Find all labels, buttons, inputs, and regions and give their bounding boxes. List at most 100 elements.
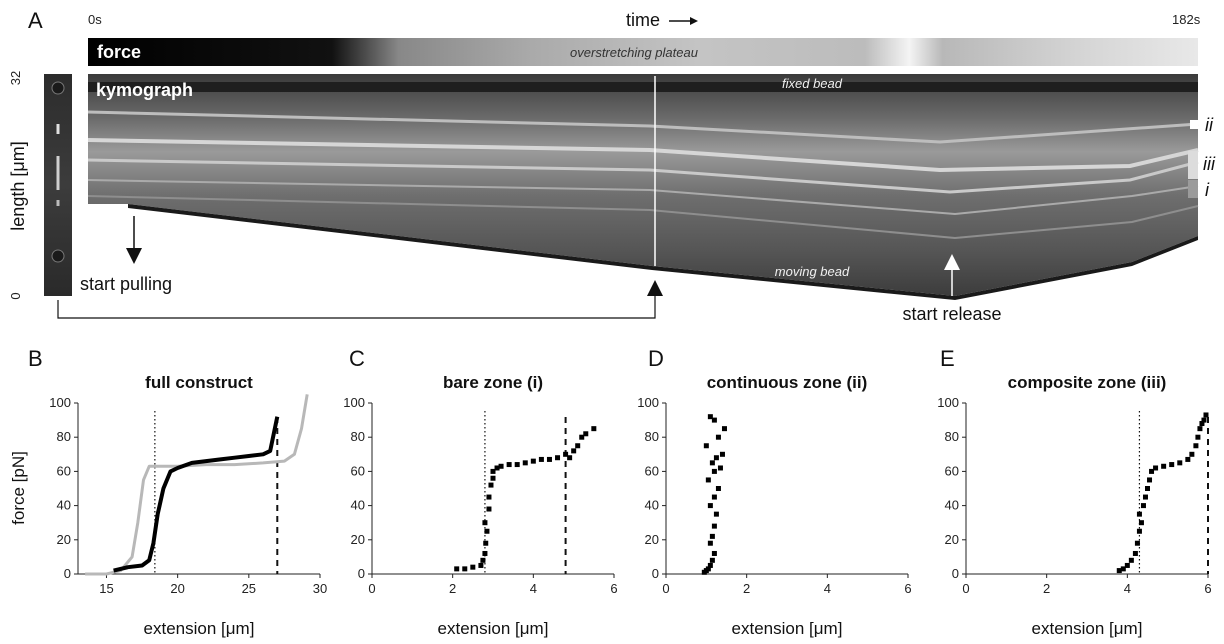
data-point bbox=[490, 468, 496, 474]
x-axis-label: extension [μm] bbox=[144, 619, 255, 638]
x-tick-label: 2 bbox=[743, 581, 750, 596]
data-point bbox=[707, 503, 713, 509]
data-point bbox=[717, 465, 723, 471]
time-axis-label: time bbox=[626, 10, 660, 30]
x-axis-label: extension [μm] bbox=[732, 619, 843, 638]
x-tick-label: 15 bbox=[99, 581, 113, 596]
panel-letter-c: C bbox=[349, 346, 365, 371]
zone-i-label: i bbox=[1205, 180, 1210, 200]
data-point bbox=[1136, 528, 1142, 534]
data-point bbox=[522, 460, 528, 466]
zone-i-marker bbox=[1188, 180, 1198, 198]
x-tick-label: 4 bbox=[1124, 581, 1131, 596]
y-tick-label: 0 bbox=[952, 566, 959, 581]
fixed-bead-label: fixed bead bbox=[782, 76, 843, 91]
data-point bbox=[486, 494, 492, 500]
data-point bbox=[1195, 434, 1201, 440]
y-tick-label: 80 bbox=[645, 429, 659, 444]
data-point bbox=[538, 456, 544, 462]
data-point bbox=[1116, 568, 1122, 574]
data-point bbox=[711, 494, 717, 500]
data-point bbox=[1147, 477, 1153, 483]
data-point bbox=[583, 431, 589, 437]
kymograph bbox=[87, 74, 1199, 300]
x-tick-label: 0 bbox=[962, 581, 969, 596]
data-point bbox=[514, 462, 520, 468]
data-point bbox=[480, 557, 486, 563]
y-tick-label: 100 bbox=[637, 395, 659, 410]
y-tick-label: 100 bbox=[937, 395, 959, 410]
bead-image-strip bbox=[44, 74, 72, 296]
series-line-0 bbox=[85, 394, 309, 576]
data-point bbox=[711, 468, 717, 474]
data-point bbox=[482, 550, 488, 556]
data-point bbox=[483, 540, 489, 546]
data-point bbox=[563, 451, 569, 457]
data-point bbox=[1132, 550, 1138, 556]
data-point bbox=[1120, 566, 1126, 572]
data-point bbox=[721, 426, 727, 432]
data-point bbox=[715, 434, 721, 440]
data-point bbox=[711, 523, 717, 529]
start-pulling-arrow-icon bbox=[126, 216, 142, 264]
series-line-1 bbox=[113, 416, 280, 573]
data-point bbox=[1185, 456, 1191, 462]
data-point bbox=[488, 482, 494, 488]
y-tick-label: 40 bbox=[945, 498, 959, 513]
data-point bbox=[506, 462, 512, 468]
data-point bbox=[1145, 486, 1150, 491]
bracket-connector bbox=[57, 280, 663, 319]
force-axis-label: force [pN] bbox=[9, 451, 28, 525]
x-tick-label: 0 bbox=[368, 581, 375, 596]
x-tick-label: 30 bbox=[313, 581, 327, 596]
data-point bbox=[462, 566, 468, 572]
moving-bead-label: moving bead bbox=[775, 264, 850, 279]
data-point bbox=[1136, 511, 1142, 517]
chart-title: full construct bbox=[145, 373, 253, 392]
x-tick-label: 4 bbox=[824, 581, 831, 596]
data-point bbox=[1193, 443, 1199, 449]
y-tick-label: 40 bbox=[57, 498, 71, 513]
x-axis-label: extension [μm] bbox=[438, 619, 549, 638]
data-point bbox=[715, 486, 721, 491]
data-point bbox=[591, 426, 597, 432]
chart-title: composite zone (iii) bbox=[1008, 373, 1167, 392]
data-point bbox=[709, 460, 715, 466]
data-point bbox=[1138, 520, 1144, 526]
data-point bbox=[478, 562, 484, 568]
data-point bbox=[494, 465, 500, 471]
data-point bbox=[546, 456, 552, 462]
data-point bbox=[1124, 562, 1130, 568]
zone-iii-marker bbox=[1188, 151, 1198, 179]
start-pulling-label: start pulling bbox=[80, 274, 172, 294]
data-point bbox=[579, 434, 585, 440]
y-tick-label: 40 bbox=[645, 498, 659, 513]
data-point bbox=[555, 455, 561, 461]
data-point bbox=[530, 458, 536, 464]
x-tick-label: 6 bbox=[904, 581, 911, 596]
x-tick-label: 2 bbox=[1043, 581, 1050, 596]
y-tick-label: 60 bbox=[351, 463, 365, 478]
data-point bbox=[1197, 426, 1203, 432]
start-release-arrow-icon bbox=[944, 254, 960, 296]
data-point bbox=[1142, 494, 1148, 500]
data-point bbox=[1189, 451, 1195, 457]
x-tick-label: 4 bbox=[530, 581, 537, 596]
data-point bbox=[1140, 503, 1146, 509]
data-point bbox=[707, 540, 713, 546]
panel-letter-a: A bbox=[28, 8, 43, 33]
y-tick-label: 80 bbox=[57, 429, 71, 444]
data-point bbox=[486, 506, 492, 512]
data-point bbox=[1199, 421, 1205, 427]
y-tick-label: 80 bbox=[945, 429, 959, 444]
force-bar-label: force bbox=[97, 42, 141, 62]
zone-markers bbox=[1188, 120, 1198, 198]
data-point bbox=[1153, 465, 1159, 471]
data-point bbox=[454, 566, 460, 572]
data-point bbox=[498, 463, 504, 469]
start-release-label: start release bbox=[902, 304, 1001, 324]
y-tick-label: 20 bbox=[645, 532, 659, 547]
chart-title: bare zone (i) bbox=[443, 373, 543, 392]
chart-composite-zone: composite zone (iii) 0 20 40 60 80 100 0 2 4 6 exte… bbox=[937, 373, 1211, 638]
